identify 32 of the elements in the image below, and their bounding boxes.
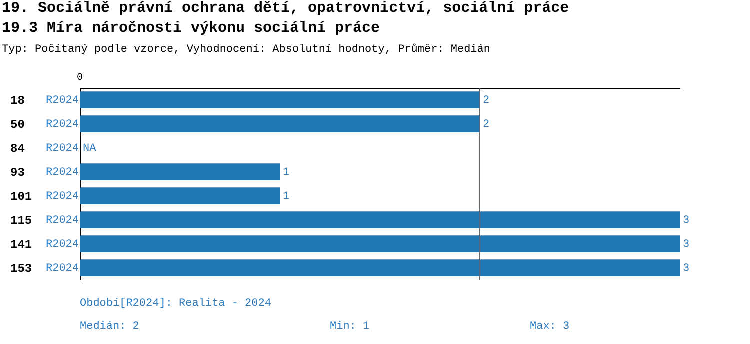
y-tick-label: 93 (10, 166, 25, 180)
text: Min: 1 (330, 321, 370, 333)
text: R2024 (46, 119, 80, 131)
y-tick-label: 84 (10, 142, 25, 156)
data-label: 1 (283, 191, 290, 203)
y-tick-label: 141 (10, 238, 32, 252)
data-label: 2 (483, 119, 490, 131)
y-tick-label: 50 (10, 118, 25, 132)
chart-title: 19. Sociálně právní ochrana dětí, opatrovnictví, sociální práce (2, 0, 570, 17)
text: R2024 (46, 143, 80, 155)
y-tick-label: 115 (10, 214, 32, 228)
y-tick-label: 153 (10, 262, 32, 276)
data-label: 2 (483, 95, 490, 107)
text: R2024 (46, 239, 80, 251)
data-label: 3 (683, 263, 690, 275)
text: Max: 3 (530, 321, 570, 333)
text: Typ: Počítaný podle vzorce, Vyhodnocení: Absolutní hodnoty, Průměr: Medián (2, 44, 490, 56)
text: NA (83, 143, 96, 155)
data-label: 3 (683, 215, 690, 227)
series-label: R2024 (46, 95, 80, 107)
data-label: 3 (683, 239, 690, 251)
data-label: 1 (283, 167, 290, 179)
chart-subtitle: 19.3 Míra náročnosti výkonu sociální práce (2, 20, 380, 37)
text: Medián: 2 (80, 321, 140, 333)
text: R2024 (46, 215, 80, 227)
text: 0 (77, 73, 84, 84)
text: R2024 (46, 263, 80, 275)
y-tick-label: 18 (10, 94, 25, 108)
text: Období[R2024]: Realita - 2024 (80, 298, 272, 310)
text: R2024 (46, 167, 80, 179)
text: R2024 (46, 191, 80, 203)
y-tick-label: 101 (10, 190, 32, 204)
